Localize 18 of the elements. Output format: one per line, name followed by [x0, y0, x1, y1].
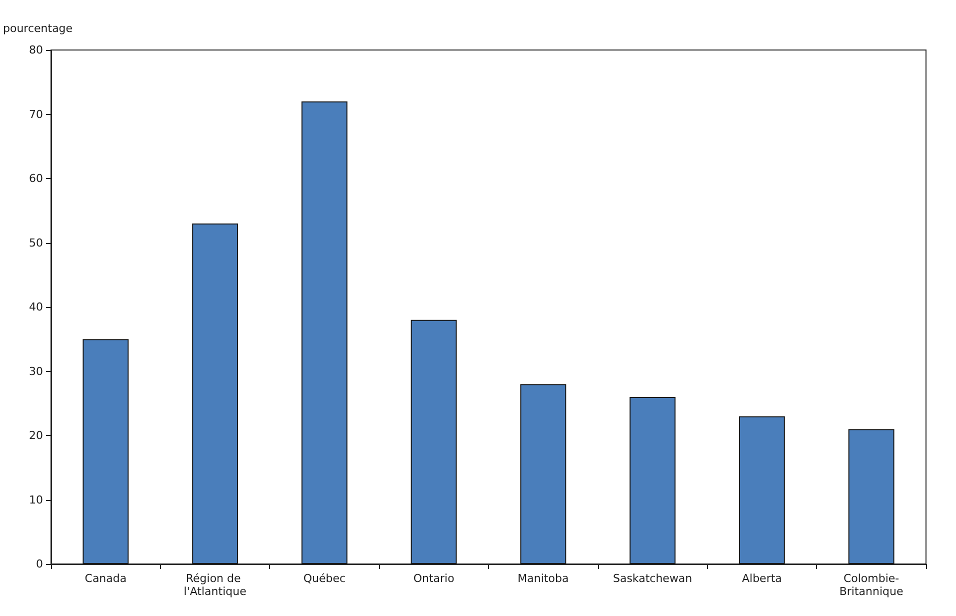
y-tick-label: 60 [29, 172, 43, 185]
y-axis-title: pourcentage [3, 22, 73, 35]
x-tick-label: Canada [84, 572, 127, 585]
y-tick-label: 20 [29, 429, 43, 442]
x-tick-label: Québec [303, 572, 346, 585]
y-tick-label: 70 [29, 108, 43, 121]
y-tick-label: 40 [29, 300, 43, 314]
x-tick-label: Saskatchewan [612, 572, 692, 585]
y-tick-label: 0 [36, 558, 43, 570]
x-tick-label: Région de l'Atlantique [184, 572, 247, 598]
x-tick-label: Colombie-Britannique [839, 572, 904, 598]
y-tick-label: 50 [29, 236, 43, 250]
y-tick-label: 80 [29, 44, 43, 56]
y-tick-label: 30 [29, 364, 43, 378]
y-tick-label: 10 [29, 493, 43, 506]
x-tick-label: Manitoba [518, 572, 569, 585]
x-tick-label: Alberta [742, 572, 782, 585]
x-tick-label: Ontario [413, 572, 455, 585]
